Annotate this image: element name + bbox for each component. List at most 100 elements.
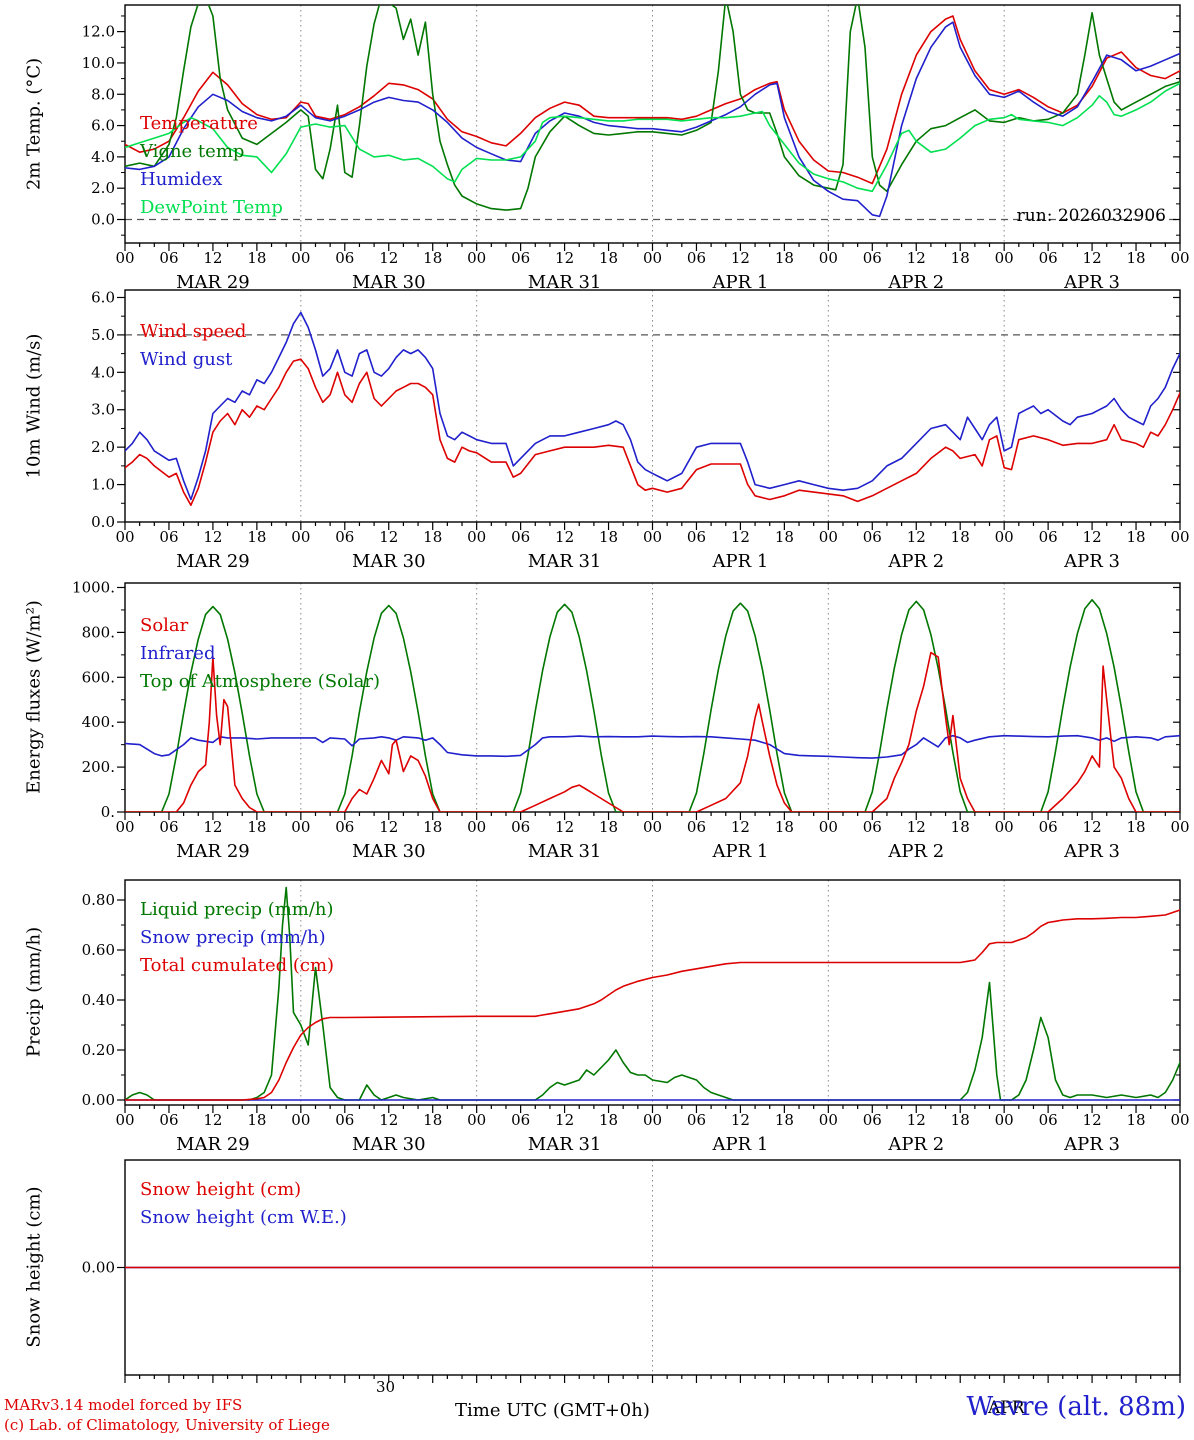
svg-text:06: 06 xyxy=(335,249,354,267)
svg-text:12: 12 xyxy=(1083,1111,1102,1129)
svg-text:MAR 30: MAR 30 xyxy=(352,272,426,293)
svg-text:MAR 31: MAR 31 xyxy=(528,841,602,862)
svg-text:0.60: 0.60 xyxy=(82,941,115,959)
svg-text:12: 12 xyxy=(1083,528,1102,546)
svg-text:18: 18 xyxy=(1126,528,1145,546)
panel-3: 00 06 12 18 00 06 12 18 00 06 12 18 00 06 12 18 00 06 12 18… xyxy=(82,879,1190,1155)
svg-text:12: 12 xyxy=(907,528,926,546)
svg-text:12: 12 xyxy=(203,249,222,267)
svg-text:06: 06 xyxy=(159,249,178,267)
svg-text:18: 18 xyxy=(951,528,970,546)
svg-text:12: 12 xyxy=(731,818,750,836)
svg-text:APR 3: APR 3 xyxy=(1063,1134,1120,1155)
svg-text:06: 06 xyxy=(159,1111,178,1129)
panel-0: 00 06 12 18 00 06 12 18 00 06 12 18 00 06 12 18 00 06 12 18… xyxy=(82,4,1190,293)
series-group xyxy=(125,598,1180,812)
svg-text:12: 12 xyxy=(555,528,574,546)
svg-text:06: 06 xyxy=(863,1111,882,1129)
credit-line-2: (c) Lab. of Climatology, University of L… xyxy=(4,1416,330,1434)
svg-text:00: 00 xyxy=(1170,528,1189,546)
svg-text:12: 12 xyxy=(379,1111,398,1129)
svg-text:18: 18 xyxy=(247,818,266,836)
svg-text:0.80: 0.80 xyxy=(82,891,115,909)
svg-text:06: 06 xyxy=(511,249,530,267)
svg-text:APR 1: APR 1 xyxy=(711,841,768,862)
svg-text:06: 06 xyxy=(511,528,530,546)
svg-text:00: 00 xyxy=(819,1111,838,1129)
svg-text:18: 18 xyxy=(775,528,794,546)
axis-group xyxy=(117,289,1181,530)
svg-text:18: 18 xyxy=(423,1111,442,1129)
svg-text:00: 00 xyxy=(995,528,1014,546)
series-humidex xyxy=(125,21,1180,218)
grid-group xyxy=(125,5,1180,243)
series-wind-speed xyxy=(125,358,1180,507)
svg-text:06: 06 xyxy=(687,1111,706,1129)
series-wind-gust xyxy=(125,311,1180,501)
svg-text:18: 18 xyxy=(775,249,794,267)
legend-item-snow-precip: Snow precip (mm/h) xyxy=(140,927,326,948)
legend-item-toa: Top of Atmosphere (Solar) xyxy=(140,671,381,692)
svg-text:2.0: 2.0 xyxy=(91,179,115,197)
svg-text:200.: 200. xyxy=(82,758,115,776)
svg-text:600.: 600. xyxy=(82,668,115,686)
svg-text:00: 00 xyxy=(1170,818,1189,836)
series-temperature xyxy=(125,15,1180,185)
legend-item-humidex: Humidex xyxy=(140,169,223,190)
snow-legend: Snow height (cm) Snow height (cm W.E.) xyxy=(140,1176,347,1232)
svg-text:12: 12 xyxy=(1083,249,1102,267)
axis-title-2m-temp: 2m Temp. (°C) xyxy=(23,57,45,191)
time-axis-title: Time UTC (GMT+0h) xyxy=(455,1400,650,1421)
svg-text:06: 06 xyxy=(1039,1111,1058,1129)
legend-item-dewpoint-temp: DewPoint Temp xyxy=(140,197,283,218)
axis-title-10m-wind: 10m Wind (m/s) xyxy=(23,333,45,479)
svg-text:APR 3: APR 3 xyxy=(1063,272,1120,293)
panel-4: 0.00 xyxy=(82,1159,1181,1383)
svg-text:06: 06 xyxy=(159,528,178,546)
svg-text:MAR 29: MAR 29 xyxy=(176,551,250,572)
svg-text:00: 00 xyxy=(291,818,310,836)
svg-text:00: 00 xyxy=(467,818,486,836)
svg-text:0.00: 0.00 xyxy=(82,1091,115,1109)
svg-text:18: 18 xyxy=(1126,1111,1145,1129)
svg-text:18: 18 xyxy=(423,818,442,836)
series-infrared xyxy=(125,734,1180,759)
svg-text:6.0: 6.0 xyxy=(91,117,115,135)
svg-text:00: 00 xyxy=(467,1111,486,1129)
svg-text:06: 06 xyxy=(687,818,706,836)
svg-text:12: 12 xyxy=(907,1111,926,1129)
svg-text:18: 18 xyxy=(247,528,266,546)
svg-text:00: 00 xyxy=(819,249,838,267)
svg-text:18: 18 xyxy=(247,1111,266,1129)
legend-item-solar: Solar xyxy=(140,615,189,636)
svg-text:12: 12 xyxy=(379,528,398,546)
svg-text:18: 18 xyxy=(247,249,266,267)
labels-group: 00 06 12 18 00 06 12 18 00 06 12 18 00 06 12 18 00 06 12 18… xyxy=(72,578,1190,862)
stray-day-label: 30 xyxy=(376,1378,396,1396)
svg-text:12: 12 xyxy=(379,249,398,267)
svg-text:00: 00 xyxy=(291,528,310,546)
svg-text:00: 00 xyxy=(467,528,486,546)
series-group xyxy=(125,886,1180,1101)
svg-text:06: 06 xyxy=(335,818,354,836)
labels-group: 00 06 12 18 00 06 12 18 00 06 12 18 00 06 12 18 00 06 12 18… xyxy=(82,891,1190,1155)
svg-text:18: 18 xyxy=(423,249,442,267)
svg-text:APR 2: APR 2 xyxy=(887,272,944,293)
axis-title-energy-flux: Energy fluxes (W/m²) xyxy=(23,600,45,794)
svg-text:APR 1: APR 1 xyxy=(711,272,768,293)
svg-text:12: 12 xyxy=(203,528,222,546)
svg-text:MAR 31: MAR 31 xyxy=(528,272,602,293)
svg-text:4.0: 4.0 xyxy=(91,363,115,381)
labels-group: 0.00 xyxy=(82,1259,115,1277)
svg-text:00: 00 xyxy=(819,528,838,546)
svg-text:00: 00 xyxy=(995,249,1014,267)
series-vigne-temp xyxy=(125,5,1180,211)
svg-text:0.0: 0.0 xyxy=(91,211,115,229)
svg-text:APR 3: APR 3 xyxy=(1063,841,1120,862)
series-total-cumulated xyxy=(125,909,1180,1101)
svg-text:12: 12 xyxy=(1083,818,1102,836)
svg-text:00: 00 xyxy=(1170,249,1189,267)
svg-text:00: 00 xyxy=(115,528,134,546)
flux-legend: Solar Infrared Top of Atmosphere (Solar) xyxy=(140,612,380,696)
